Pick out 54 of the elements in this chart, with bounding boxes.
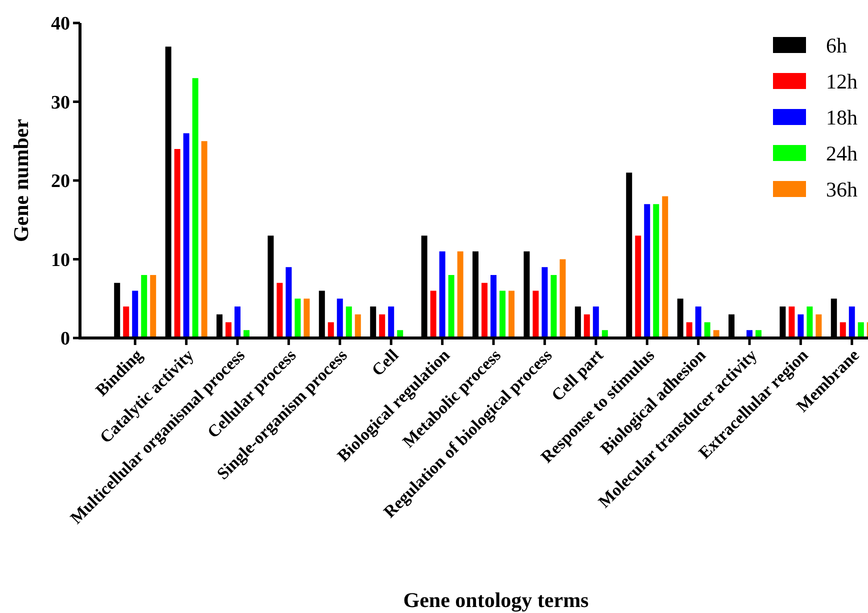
bar bbox=[276, 282, 283, 338]
bar bbox=[798, 314, 804, 338]
bar bbox=[635, 236, 642, 338]
bar bbox=[542, 267, 548, 338]
legend-label: 36h bbox=[826, 177, 858, 202]
bar bbox=[490, 275, 496, 338]
bar bbox=[695, 306, 702, 338]
y-tick-label: 10 bbox=[51, 250, 70, 271]
bar bbox=[192, 78, 198, 338]
bar bbox=[201, 141, 208, 338]
bar bbox=[848, 306, 855, 338]
bar bbox=[294, 298, 301, 338]
bar bbox=[644, 204, 650, 338]
y-axis-title: Gene number bbox=[9, 118, 33, 242]
bar bbox=[183, 133, 190, 338]
bar bbox=[816, 314, 822, 338]
bar bbox=[439, 251, 446, 338]
bar bbox=[304, 298, 310, 338]
bar bbox=[550, 275, 557, 338]
bar bbox=[448, 275, 454, 338]
legend-label: 18h bbox=[826, 105, 858, 130]
bar bbox=[532, 290, 539, 338]
y-tick-label: 0 bbox=[60, 328, 70, 350]
bar bbox=[584, 314, 590, 338]
y-tick-label: 30 bbox=[51, 92, 70, 114]
bar bbox=[500, 290, 506, 338]
bar bbox=[132, 290, 138, 338]
bar bbox=[286, 267, 292, 338]
bar bbox=[336, 298, 343, 338]
bar bbox=[123, 306, 130, 338]
legend-label: 12h bbox=[826, 69, 858, 94]
bar bbox=[430, 290, 436, 338]
bar bbox=[653, 204, 660, 338]
x-axis-title: Gene ontology terms bbox=[403, 588, 589, 612]
bar bbox=[806, 306, 813, 338]
bar bbox=[354, 314, 361, 338]
bar bbox=[662, 196, 668, 338]
y-tick-label: 20 bbox=[51, 171, 70, 192]
bar bbox=[150, 275, 156, 338]
bar bbox=[141, 275, 148, 338]
bar bbox=[174, 149, 180, 338]
bar bbox=[346, 306, 352, 338]
bar bbox=[482, 282, 488, 338]
bar bbox=[592, 306, 599, 338]
bar bbox=[508, 290, 514, 338]
legend-label: 24h bbox=[826, 141, 858, 166]
legend-label: 6h bbox=[826, 33, 848, 58]
y-tick-label: 40 bbox=[51, 14, 70, 35]
bar bbox=[457, 251, 464, 338]
bar bbox=[388, 306, 394, 338]
bar bbox=[379, 314, 386, 338]
bar bbox=[234, 306, 240, 338]
bar bbox=[560, 259, 566, 338]
bar bbox=[788, 306, 795, 338]
